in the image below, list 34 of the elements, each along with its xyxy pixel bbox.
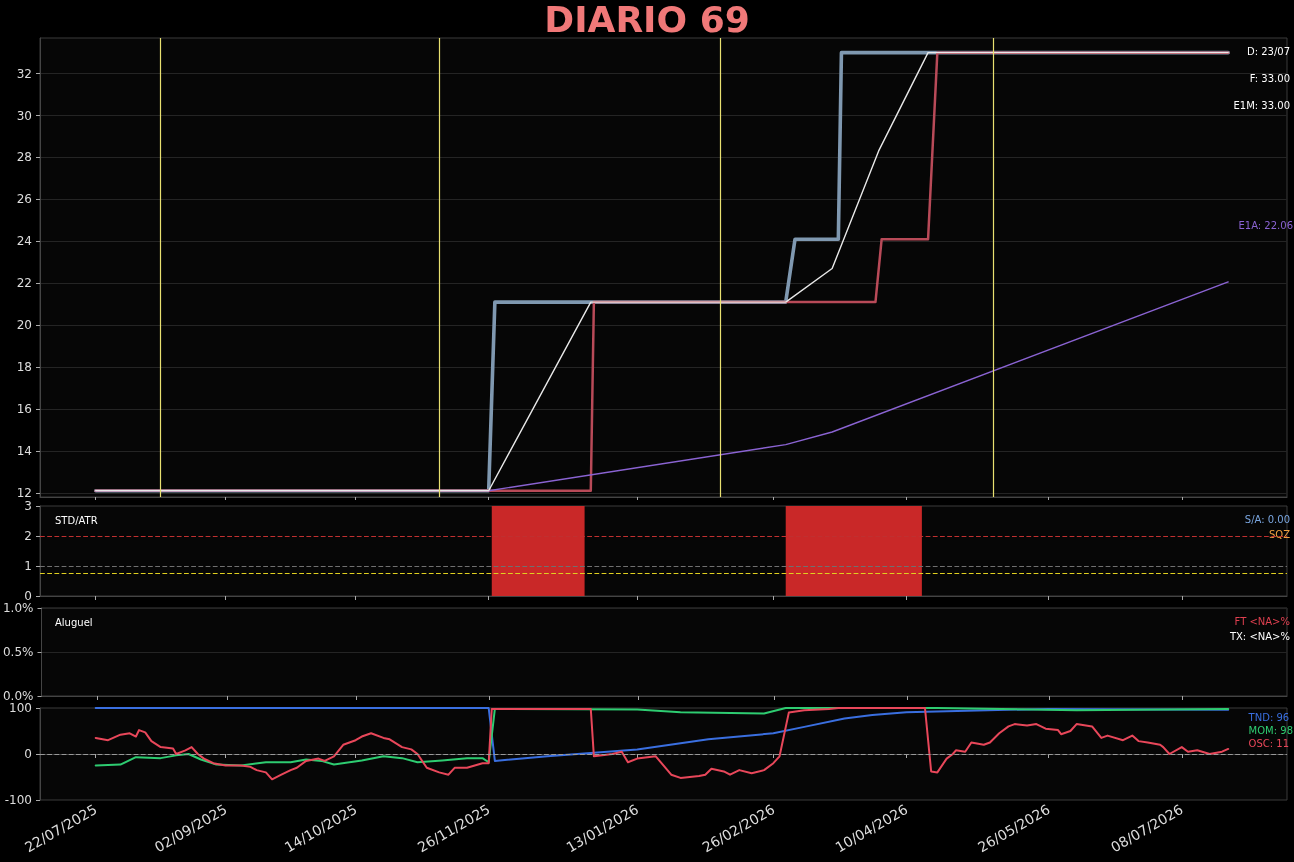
y-tick-label: 14 [16,443,32,458]
y-tick-label: 0.0% [2,689,34,703]
annotation: D: 23/07 [1246,45,1291,57]
text: MOM: 98 [1248,724,1294,736]
annotation: TX: <NA>% [1228,630,1291,642]
text: STD/ATR [55,514,98,526]
annotation: S/A: 0.00 [1244,513,1291,525]
y-tick-label: -100 [4,793,32,807]
annotation: FT <NA>% [1234,615,1291,627]
y-tick-label: 24 [16,234,32,249]
y-tick-label: 16 [16,401,32,416]
y-tick-label: 32 [16,66,32,81]
y-tick-label: 26 [16,192,32,207]
y-tick-label: 20 [16,318,32,333]
y-tick-label: 1 [24,559,32,573]
annotation: F: 33.00 [1249,72,1290,84]
text: E1A: 22.06 [1238,219,1294,231]
annotation: E1M: 33.00 [1233,99,1290,111]
y-tick-label: 1.0% [2,601,34,615]
y-tick-label: 3 [24,499,32,513]
text: Aluguel [55,616,93,628]
y-tick-label: 28 [16,150,32,165]
y-tick-label: 22 [16,276,32,291]
y-tick-label: 2 [24,529,32,543]
y-tick-label: 0.5% [2,645,34,659]
text: TND: 96 [1247,711,1290,723]
text: OSC: 11 [1248,737,1290,749]
y-tick-label: 100 [9,701,32,715]
y-tick-label: 18 [16,360,32,375]
y-tick-label: 12 [16,485,32,500]
chart-title: DIARIO 69 [544,0,750,40]
y-tick-label: 0 [24,747,32,761]
y-tick-label: 0 [24,589,32,603]
y-tick-label: 30 [16,108,32,123]
